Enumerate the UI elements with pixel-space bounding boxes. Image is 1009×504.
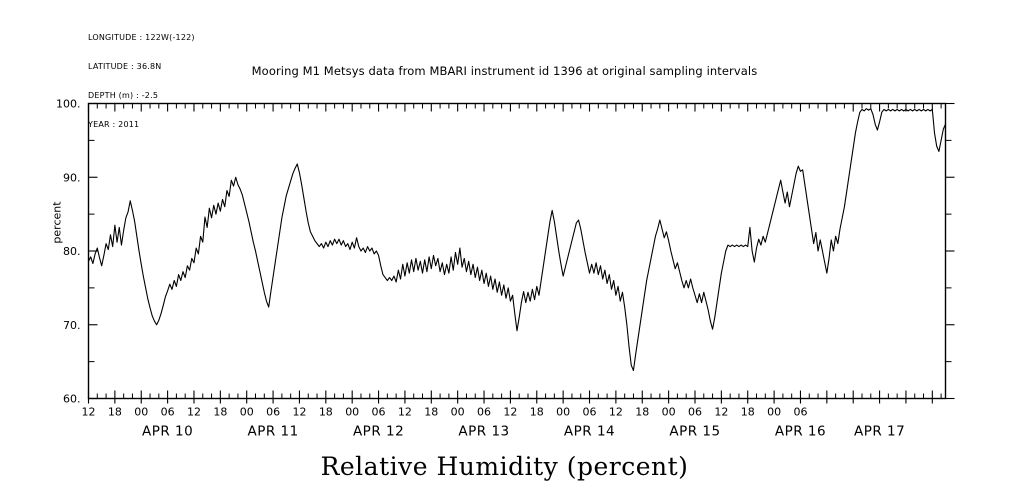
x-tick-hour-label: 00 [345, 406, 359, 419]
x-tick-hour-label: 00 [767, 406, 781, 419]
x-tick-hour-label: 06 [793, 406, 807, 419]
x-tick-hour-label: 18 [108, 406, 122, 419]
x-tick-hour-label: 18 [424, 406, 438, 419]
x-tick-hour-label: 12 [609, 406, 623, 419]
x-tick-hour-label: 18 [319, 406, 333, 419]
x-tick-date-label: APR 13 [458, 424, 509, 440]
x-tick-hour-label: 06 [583, 406, 597, 419]
latitude-text: LATITUDE : 36.8N [88, 61, 162, 71]
x-tick-hour-label: 12 [292, 406, 306, 419]
x-tick-date-label: APR 12 [353, 424, 404, 440]
chart-title: Mooring M1 Metsys data from MBARI instru… [251, 64, 758, 78]
x-tick-date-label: APR 16 [775, 424, 826, 440]
x-tick-date-label: APR 11 [247, 424, 298, 440]
y-tick-label: 90. [63, 171, 81, 184]
bottom-axis-title: Relative Humidity (percent) [320, 452, 689, 481]
depth-text: DEPTH (m) : -2.5 [88, 90, 159, 100]
year-text: YEAR : 2011 [88, 119, 140, 129]
y-tick-label: 80. [63, 245, 81, 258]
x-tick-hour-label: 18 [635, 406, 649, 419]
y-tick-label: 100. [56, 98, 81, 111]
x-tick-hour-label: 06 [477, 406, 491, 419]
x-tick-hour-label: 06 [372, 406, 386, 419]
x-tick-date-label: APR 17 [854, 424, 905, 440]
metadata-block: LONGITUDE : 122W(-122) LATITUDE : 36.8N … [88, 14, 195, 148]
longitude-text: LONGITUDE : 122W(-122) [88, 33, 195, 43]
y-tick-label: 60. [63, 393, 81, 406]
x-tick-hour-label: 12 [503, 406, 517, 419]
x-tick-hour-label: 00 [451, 406, 465, 419]
x-tick-hour-label: 06 [688, 406, 702, 419]
x-tick-hour-label: 00 [556, 406, 570, 419]
data-series-line [87, 108, 947, 372]
x-tick-hour-label: 18 [213, 406, 227, 419]
x-tick-hour-label: 06 [161, 406, 175, 419]
x-tick-hour-label: 12 [398, 406, 412, 419]
x-tick-date-label: APR 15 [669, 424, 720, 440]
x-tick-hour-label: 18 [530, 406, 544, 419]
x-tick-hour-label: 00 [134, 406, 148, 419]
x-tick-hour-label: 12 [187, 406, 201, 419]
x-tick-date-label: APR 14 [564, 424, 615, 440]
x-tick-date-label: APR 10 [142, 424, 193, 440]
plot-frame [87, 102, 947, 400]
x-tick-hour-label: 18 [741, 406, 755, 419]
x-tick-hour-label: 00 [240, 406, 254, 419]
x-tick-hour-label: 12 [82, 406, 96, 419]
x-tick-hour-label: 12 [714, 406, 728, 419]
x-tick-hour-label: 06 [266, 406, 280, 419]
y-tick-label: 70. [63, 319, 81, 332]
x-tick-hour-label: 00 [662, 406, 676, 419]
